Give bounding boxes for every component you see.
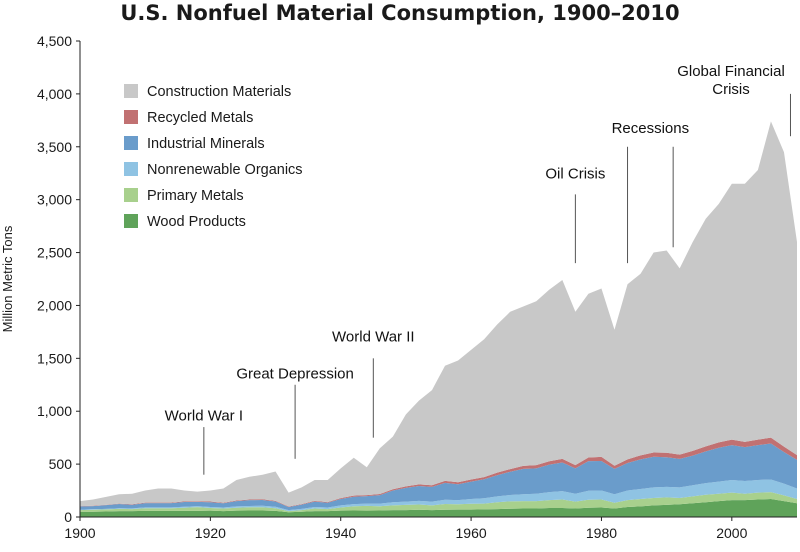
y-axis-title: Million Metric Tons <box>0 225 15 332</box>
x-tick-label: 1920 <box>195 525 226 541</box>
y-tick-label: 1,000 <box>37 403 72 419</box>
chart-title: U.S. Nonfuel Material Consumption, 1900–… <box>120 1 680 25</box>
legend-swatch <box>124 162 138 176</box>
y-tick-label: 3,500 <box>37 139 72 155</box>
y-tick-label: 3,000 <box>37 192 72 208</box>
y-tick-label: 2,000 <box>37 297 72 313</box>
area-series-construction-materials <box>80 121 797 507</box>
area-series-nonrenewable-organics <box>80 479 797 512</box>
y-tick-label: 500 <box>49 456 73 472</box>
x-tick-label: 2000 <box>716 525 747 541</box>
legend-swatch <box>124 136 138 150</box>
legend-label: Recycled Metals <box>147 110 253 126</box>
annotation-label: Crisis <box>712 81 750 98</box>
annotation-label: Great Depression <box>236 365 354 382</box>
legend-swatch <box>124 188 138 202</box>
annotation-label: Oil Crisis <box>545 166 605 183</box>
x-tick-label: 1940 <box>325 525 356 541</box>
y-tick-label: 0 <box>64 509 72 525</box>
legend-swatch <box>124 214 138 228</box>
y-tick-label: 4,500 <box>37 33 72 49</box>
legend: Construction Materials Recycled Metals Ind… <box>124 84 303 230</box>
legend-label: Construction Materials <box>147 84 291 100</box>
area-layers <box>80 121 797 517</box>
x-tick-label: 1900 <box>64 525 95 541</box>
annotation-label: World War II <box>332 328 415 345</box>
area-series-wood-products <box>80 499 797 517</box>
area-series-primary-metals <box>80 492 797 513</box>
x-tick-label: 1980 <box>586 525 617 541</box>
y-tick-label: 2,500 <box>37 245 72 261</box>
axes: 0 500 1,000 1,500 2,000 2,500 3,000 3,500 4,000 4… <box>0 33 797 541</box>
annotations: World War I Great Depression World War II O… <box>165 63 791 475</box>
x-tick-label: 1960 <box>456 525 487 541</box>
legend-swatch <box>124 84 138 98</box>
area-series-recycled-metals <box>80 437 797 507</box>
legend-label: Primary Metals <box>147 188 244 204</box>
legend-label: Wood Products <box>147 214 246 230</box>
area-series-industrial-minerals <box>80 443 797 511</box>
legend-label: Nonrenewable Organics <box>147 162 303 178</box>
annotation-label: Recessions <box>612 120 690 137</box>
y-tick-label: 4,000 <box>37 86 72 102</box>
legend-swatch <box>124 110 138 124</box>
annotation-label: Global Financial <box>677 63 785 80</box>
y-tick-label: 1,500 <box>37 350 72 366</box>
legend-label: Industrial Minerals <box>147 136 265 152</box>
annotation-label: World War I <box>165 408 243 425</box>
